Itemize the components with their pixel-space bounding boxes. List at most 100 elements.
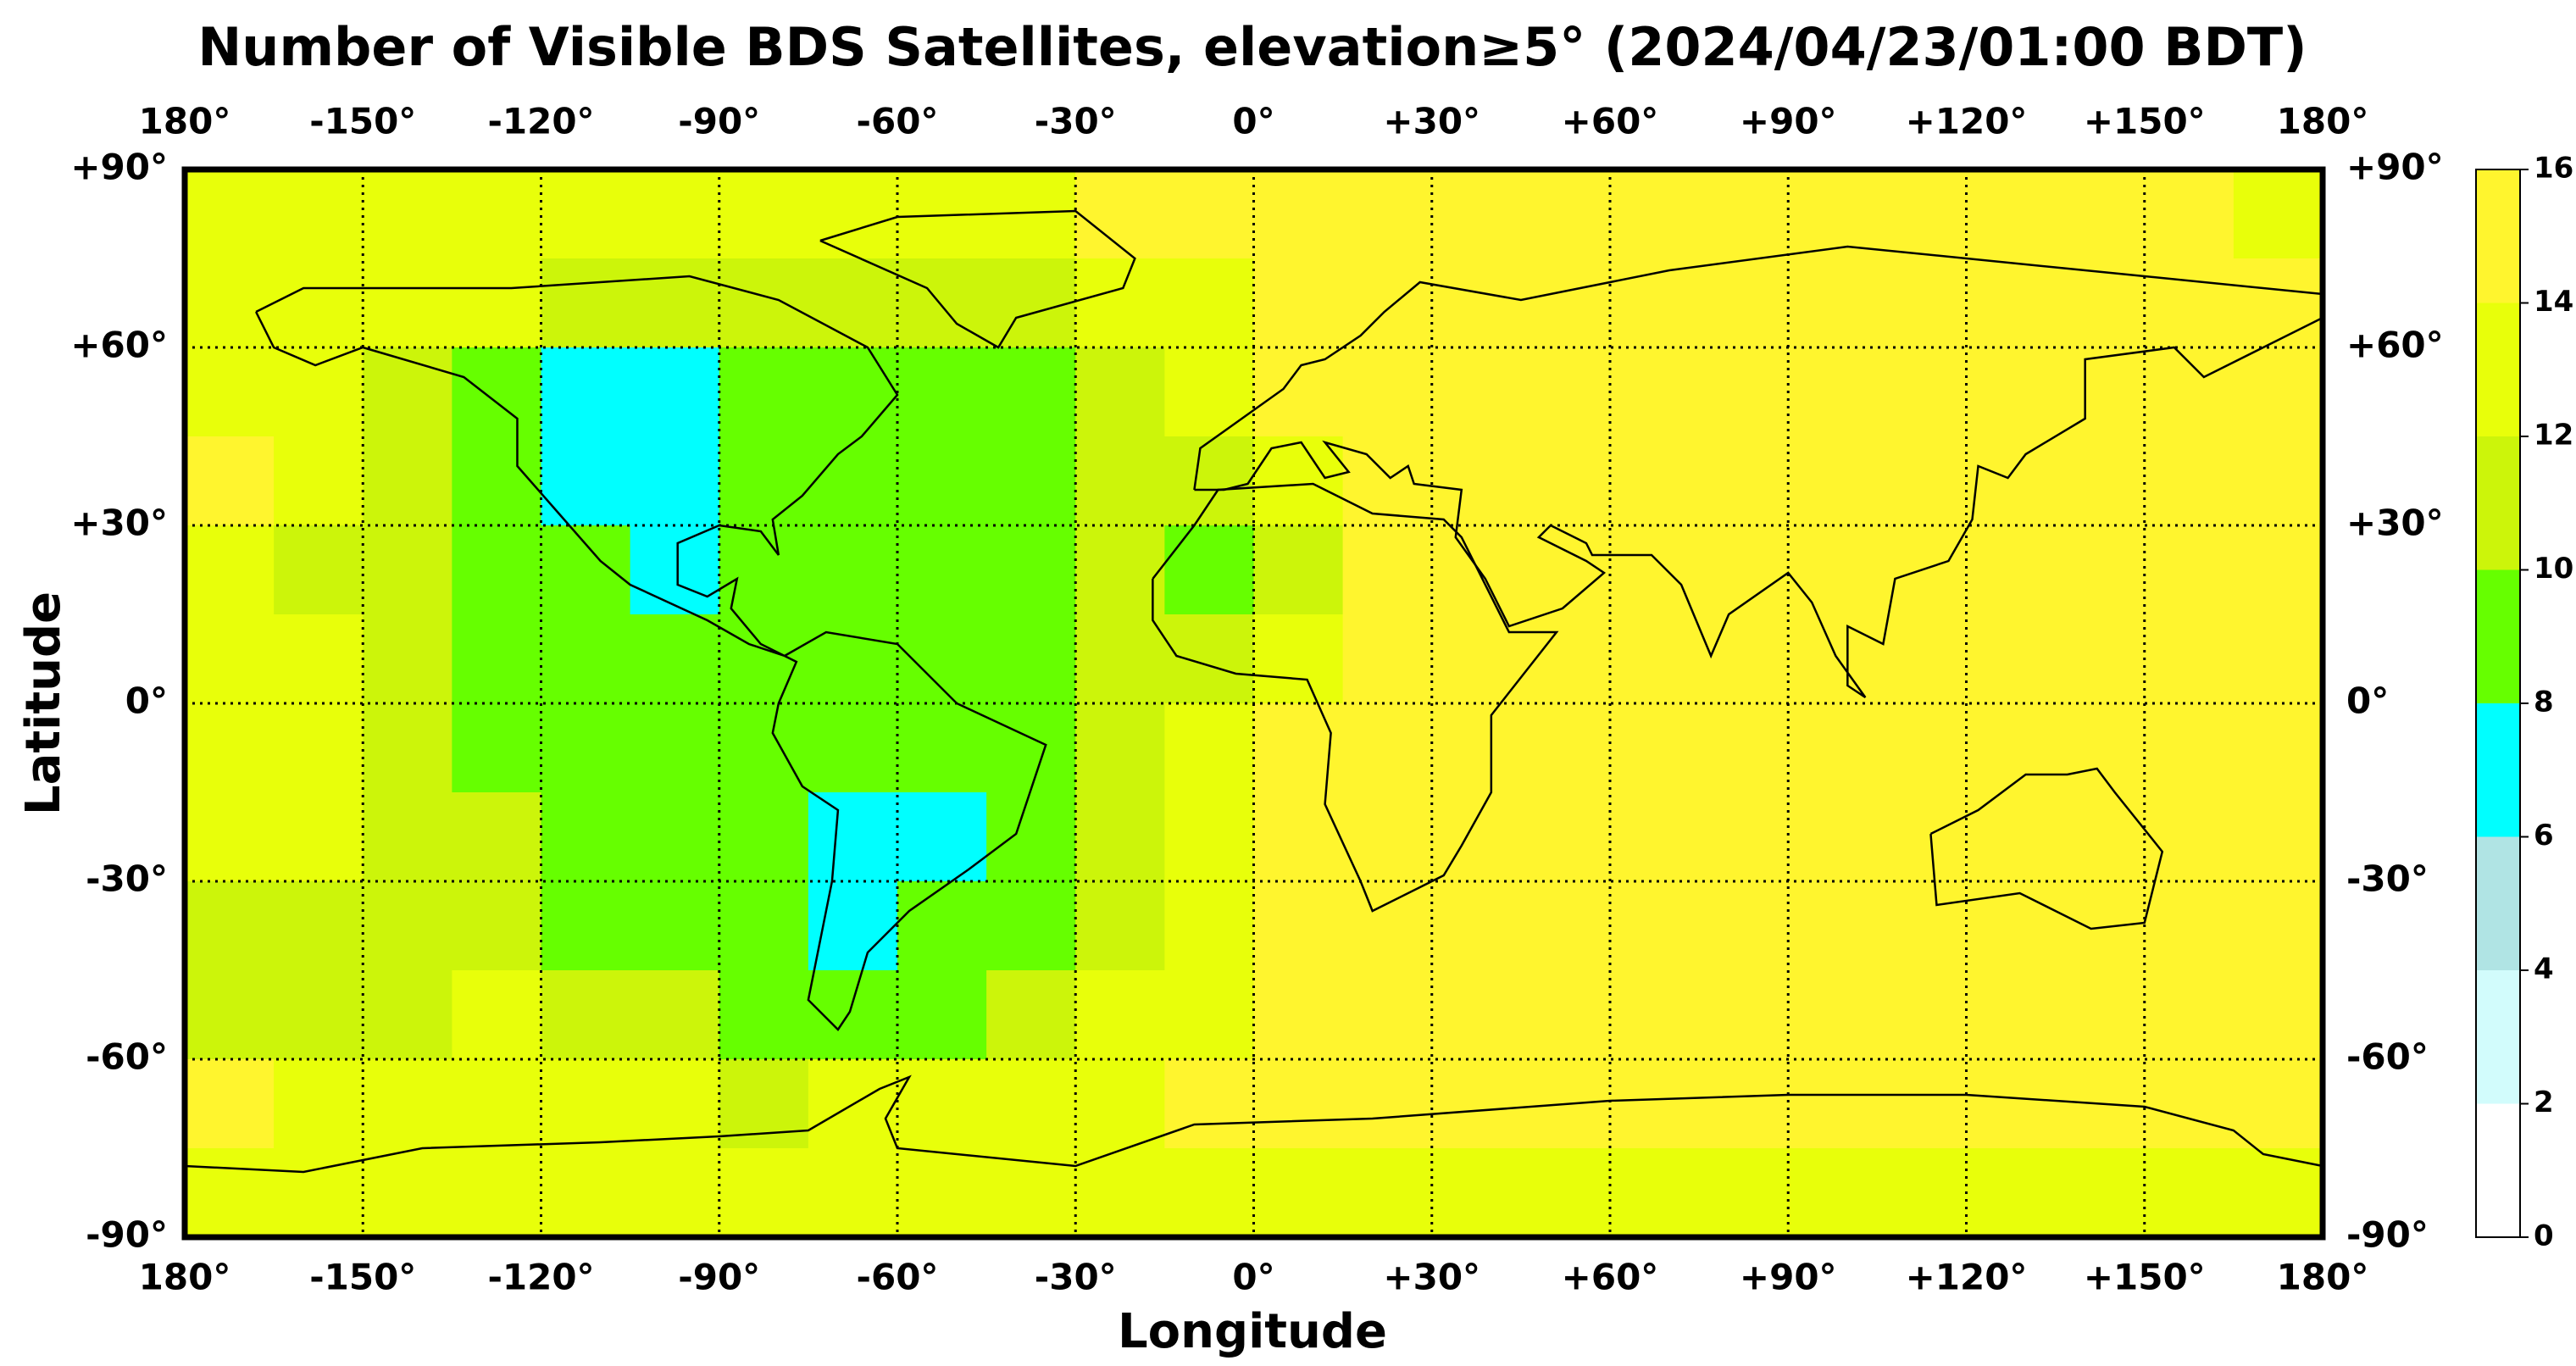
x-tick-label: -90° [678, 1257, 760, 1298]
cell [1342, 881, 1433, 971]
cell [1164, 436, 1254, 526]
heatmap [185, 169, 2323, 1238]
cell [630, 436, 720, 526]
cell [719, 347, 809, 437]
cell [1520, 703, 1611, 793]
colorbar-segment [2476, 436, 2520, 570]
coastline [184, 1074, 2323, 1174]
x-tick-label: +60° [1562, 1257, 1659, 1298]
cell [1342, 258, 1433, 348]
cell [1253, 881, 1344, 971]
cell [630, 347, 720, 437]
cell [1877, 970, 1967, 1060]
cell [452, 1059, 541, 1149]
cell [1075, 792, 1165, 882]
cell [1877, 614, 1967, 704]
coastlines [184, 209, 2324, 1174]
cell [986, 614, 1076, 704]
cell [1520, 258, 1611, 348]
cell [1164, 169, 1254, 259]
cell [897, 525, 987, 615]
x-tick-label: -120° [487, 1257, 594, 1298]
cell [363, 525, 452, 615]
cell [719, 614, 809, 704]
cell [1699, 525, 1789, 615]
cell [1966, 970, 2057, 1060]
x-tick-label: +90° [1740, 1257, 1837, 1298]
cell [986, 703, 1076, 793]
x-tick-label: -30° [1035, 101, 1117, 142]
cell [363, 703, 452, 793]
x-tick-label: -150° [309, 1257, 416, 1298]
cell [1610, 169, 1700, 259]
cell [2055, 703, 2146, 793]
colorbar-segment [2476, 970, 2520, 1104]
colorbar-segment [2476, 1103, 2520, 1237]
cell [1253, 1059, 1344, 1149]
cell [541, 1059, 631, 1149]
cell [185, 525, 275, 615]
cell [1788, 1148, 1878, 1238]
cell [2233, 347, 2323, 437]
cell [808, 1148, 898, 1238]
cell [363, 614, 452, 704]
x-tick-label: +30° [1383, 1257, 1480, 1298]
colorbar-segment [2476, 569, 2520, 703]
x-tick-label: -90° [678, 101, 760, 142]
cell [1699, 792, 1789, 882]
cell [452, 881, 541, 971]
cell [452, 169, 541, 259]
cell [2144, 1059, 2235, 1149]
cell [1431, 792, 1522, 882]
cell [1075, 881, 1165, 971]
cell [185, 614, 275, 704]
cell [2233, 970, 2323, 1060]
cell [274, 436, 364, 526]
cell [1164, 525, 1254, 615]
cell [2055, 525, 2146, 615]
cell [2144, 970, 2235, 1060]
cell [2144, 1148, 2235, 1238]
cell [1610, 1148, 1700, 1238]
cell [274, 614, 364, 704]
cell [185, 347, 275, 437]
cell [1431, 881, 1522, 971]
cell [274, 792, 364, 882]
cell [541, 792, 631, 882]
cell [1699, 258, 1789, 348]
cell [2233, 1059, 2323, 1149]
cell [1610, 1059, 1700, 1149]
cell [2055, 881, 2146, 971]
y-tick-label: +90° [2346, 147, 2444, 188]
cell [185, 169, 275, 259]
cell [808, 169, 898, 259]
y-tick-label: -90° [86, 1214, 168, 1256]
cell [719, 703, 809, 793]
cell [1610, 436, 1700, 526]
cell [1164, 970, 1254, 1060]
cell [1253, 258, 1344, 348]
y-tick-label: -60° [86, 1036, 168, 1078]
cell [363, 258, 452, 348]
y-tick-label: -60° [2346, 1036, 2429, 1078]
cell [1610, 347, 1700, 437]
coastline [1929, 767, 2164, 930]
cell [1788, 614, 1878, 704]
cell [1342, 614, 1433, 704]
cell [1610, 703, 1700, 793]
cell [1699, 970, 1789, 1060]
cell [630, 970, 720, 1060]
x-tick-label: +30° [1383, 101, 1480, 142]
x-tick-label: +150° [2084, 1257, 2206, 1298]
x-tick-label: 180° [139, 101, 231, 142]
cell [897, 614, 987, 704]
cell [1164, 792, 1254, 882]
cell [897, 792, 987, 882]
cell [1699, 881, 1789, 971]
colorbar-tick-label: 12 [2534, 419, 2573, 453]
cell [185, 970, 275, 1060]
cell [2233, 792, 2323, 882]
cell [1966, 792, 2057, 882]
cell [1520, 347, 1611, 437]
